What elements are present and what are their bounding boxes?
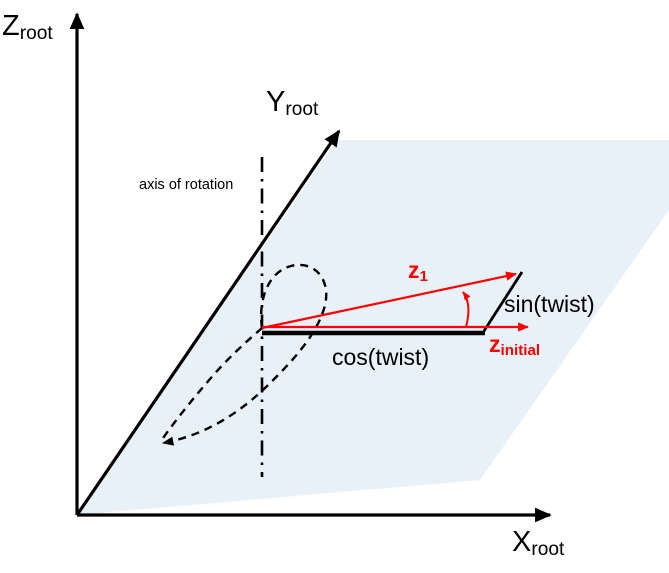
z-root-subscript: root	[19, 23, 53, 45]
z1-subscript: 1	[419, 268, 428, 286]
y-root-axis-label: Yroot	[266, 86, 319, 121]
x-root-symbol: X	[512, 526, 532, 558]
z1-vector	[261, 271, 518, 330]
z1-symbol: z	[408, 257, 420, 283]
z-root-symbol: Z	[2, 10, 20, 42]
y-root-subscript: root	[285, 99, 319, 121]
y-root-symbol: Y	[266, 86, 286, 118]
sin-twist-label: sin(twist)	[504, 291, 595, 317]
x-root-subscript: root	[531, 539, 565, 561]
z-root-axis-label: Zroot	[2, 10, 53, 45]
z-initial-symbol: z	[489, 331, 501, 357]
twist-angle-arc	[462, 291, 471, 328]
z-initial-subscript: initial	[500, 342, 541, 360]
axis-of-rotation-label: axis of rotation	[139, 177, 234, 193]
swept-loop-dashed-return	[160, 327, 263, 442]
y-root-axis	[75, 129, 341, 516]
sin-twist-segment	[482, 271, 524, 332]
z1-vector-label: z1	[408, 257, 428, 286]
cos-twist-label: cos(twist)	[332, 344, 430, 370]
z-initial-vector-label: zinitial	[489, 331, 541, 360]
x-root-axis-label: Xroot	[512, 526, 565, 561]
swept-loop-dashed-path	[161, 263, 328, 446]
